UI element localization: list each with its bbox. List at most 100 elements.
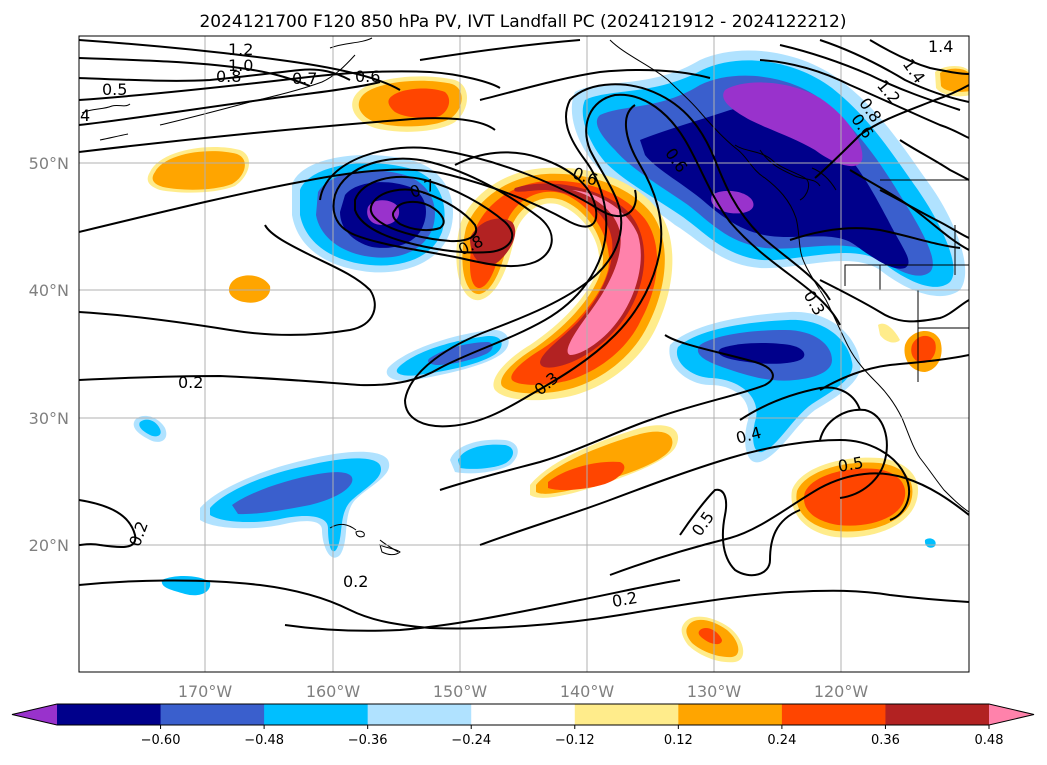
- contour-line: [819, 279, 969, 323]
- colorbar: −0.60 −0.48 −0.36 −0.24 −0.12 0.12 0.24 0.36 0.4…: [11, 703, 1035, 748]
- contour-line: [789, 227, 961, 249]
- map-title: 2024121700 F120 850 hPa PV, IVT Landfall…: [199, 12, 846, 32]
- coastline: [159, 54, 356, 126]
- colorbar-outline: [11, 703, 1035, 726]
- contour-line: [739, 386, 861, 421]
- contour-line: [369, 188, 478, 243]
- coastline: [81, 103, 131, 114]
- contour-line: [79, 70, 501, 101]
- contour-line: [849, 169, 969, 251]
- colorbar-extend-low: [12, 704, 57, 725]
- colorbar-tick-label: 0.36: [871, 733, 900, 748]
- colorbar-tick-label: −0.60: [141, 733, 181, 748]
- anomaly-fill: [152, 151, 245, 190]
- contour-line: [819, 39, 969, 103]
- gridlines: [79, 36, 969, 672]
- longitude-tick-labels: 170°W 160°W 150°W 140°W 130°W 120°W: [178, 682, 869, 701]
- lon-tick-label: 160°W: [306, 682, 361, 701]
- coastline: [734, 144, 810, 201]
- contour-line: [479, 438, 910, 546]
- pv-contours: [79, 39, 969, 632]
- contour-label: 4: [80, 106, 90, 125]
- coastline: [99, 133, 129, 141]
- contour-line: [79, 224, 376, 336]
- lon-tick-label: 120°W: [814, 682, 869, 701]
- contour-line: [819, 408, 888, 499]
- coastline: [379, 539, 399, 553]
- negative-anomaly-fills: [133, 50, 966, 596]
- contour-line: [819, 354, 969, 391]
- contour-line: [609, 472, 969, 576]
- contour-line: [814, 84, 969, 179]
- colorbar-segment: [885, 704, 990, 725]
- contour-line: [354, 176, 514, 254]
- lat-tick-label: 30°N: [29, 409, 69, 428]
- colorbar-tick-label: −0.48: [244, 733, 284, 748]
- colorbar-tick-label: −0.12: [555, 733, 595, 748]
- contour-line: [759, 59, 969, 139]
- coastline: [329, 37, 373, 49]
- lat-tick-label: 40°N: [29, 281, 69, 300]
- anomaly-fill: [548, 461, 625, 491]
- contour-label: 1.2: [228, 40, 253, 59]
- anomaly-fill: [698, 628, 722, 645]
- contour-label: 0.2: [178, 373, 203, 392]
- island: [379, 543, 401, 556]
- map-area: 1.2 1.0 0.8 0.7 0.6 0.5 4 1.4 1.4 1.2 0.…: [79, 36, 969, 672]
- contour-line: [779, 44, 961, 111]
- contour-line: [404, 93, 841, 401]
- colorbar-extend-high: [989, 704, 1034, 725]
- colorbar-tick-label: −0.24: [451, 733, 491, 748]
- lat-tick-label: 20°N: [29, 536, 69, 555]
- contour-label: 1.4: [928, 37, 953, 56]
- colorbar-segment: [678, 704, 783, 725]
- colorbar-tick-label: −0.36: [348, 733, 388, 748]
- lat-tick-label: 50°N: [29, 154, 69, 173]
- colorbar-segment: [471, 704, 576, 725]
- contour-line: [79, 499, 137, 549]
- contour-line: [332, 157, 553, 268]
- island: [355, 530, 365, 538]
- map-frame: [78, 35, 970, 673]
- contour-label: 0.2: [343, 572, 368, 591]
- contour-label: 0.2: [610, 588, 638, 611]
- colorbar-segment: [367, 704, 472, 725]
- coastline: [329, 523, 357, 531]
- contour-label: 0.5: [836, 453, 864, 476]
- contour-line: [284, 579, 681, 632]
- contour-line: [679, 488, 801, 577]
- coastline: [811, 167, 837, 191]
- contour-label: 0.5: [102, 80, 127, 99]
- colorbar-tick-label: 0.12: [664, 733, 693, 748]
- contour-label: 0.6: [355, 67, 380, 86]
- latitude-tick-labels: 50°N 40°N 30°N 20°N: [29, 154, 69, 555]
- contour-line: [79, 83, 831, 387]
- lon-tick-label: 130°W: [687, 682, 742, 701]
- colorbar-segment: [574, 704, 679, 725]
- contour-label: 1.0: [228, 56, 253, 75]
- colorbar-tick-label: 0.24: [767, 733, 796, 748]
- anomaly-fill: [139, 419, 161, 437]
- anomaly-fill: [232, 472, 353, 515]
- contour-line: [404, 104, 663, 428]
- contour-line: [79, 579, 969, 630]
- contour-label: 0.7: [292, 69, 317, 88]
- positive-anomaly-fills: [147, 66, 969, 663]
- lon-tick-label: 150°W: [433, 682, 488, 701]
- colorbar-segment: [781, 704, 886, 725]
- contour-line: [79, 117, 496, 153]
- anomaly-fill: [458, 444, 514, 469]
- colorbar-tick-label: 0.48: [975, 733, 1004, 748]
- contour-line: [899, 139, 969, 181]
- lon-tick-label: 170°W: [178, 682, 233, 701]
- anomaly-fill: [878, 323, 900, 343]
- lon-tick-label: 140°W: [560, 682, 615, 701]
- contour-line: [79, 81, 381, 126]
- anomaly-fill: [911, 335, 936, 363]
- contour-line: [79, 151, 598, 233]
- anomaly-fill: [228, 275, 271, 303]
- colorbar-segment: [57, 704, 162, 725]
- contour-line: [869, 39, 969, 75]
- contour-line: [79, 57, 311, 87]
